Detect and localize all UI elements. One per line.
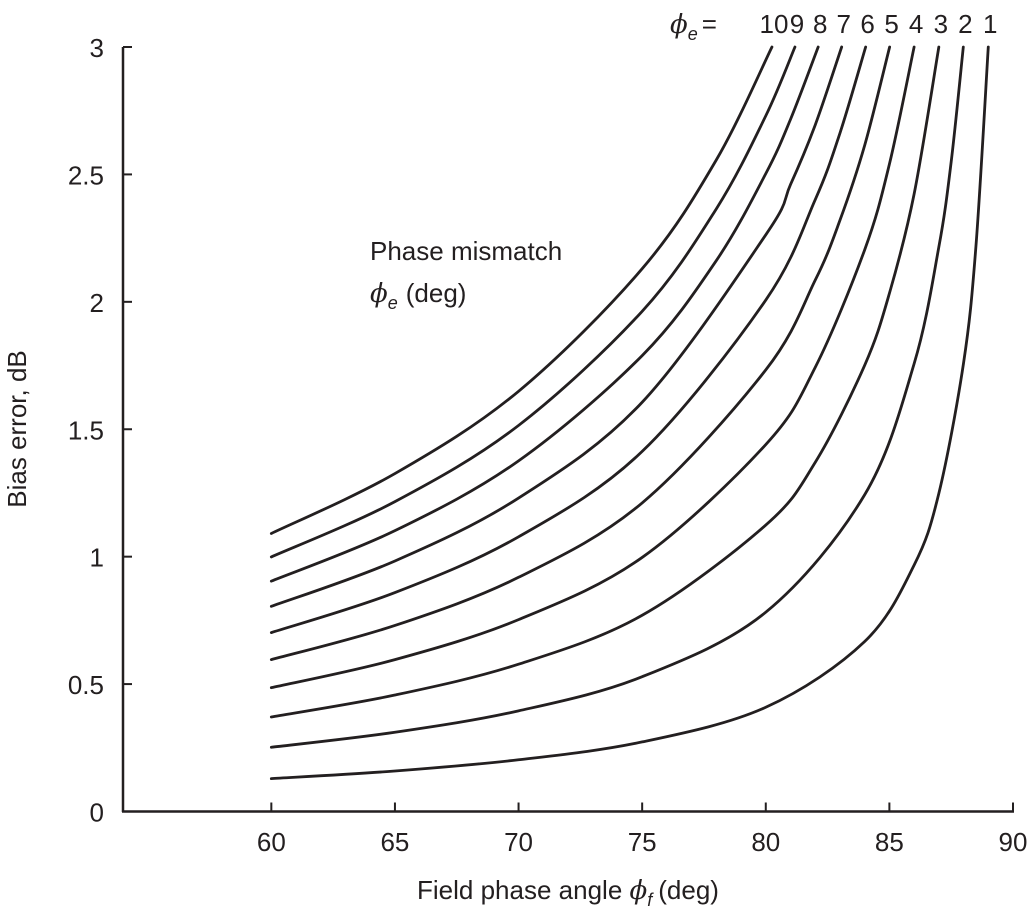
x-tick-label: 75	[628, 827, 657, 857]
series-label-5: 5	[884, 9, 898, 39]
series-label-8: 8	[813, 9, 827, 39]
x-tick-label: 90	[999, 827, 1028, 857]
series-label-3: 3	[934, 9, 948, 39]
ticks: 60 65 70 75 80 85 90 0 0.5 1 1.5 2 2.5 3	[68, 33, 1028, 857]
y-tick-label: 2	[90, 288, 104, 318]
series-label-7: 7	[836, 9, 850, 39]
x-tick-label: 80	[751, 827, 780, 857]
series-header: ϕe =	[670, 9, 717, 44]
curve-phi-e-1	[269, 45, 990, 781]
y-tick-label: 1	[90, 543, 104, 573]
series-label-2: 2	[958, 9, 972, 39]
x-tick-label: 60	[257, 827, 286, 857]
x-axis-label: Field phase angle ϕf (deg)	[417, 875, 719, 910]
curve-phi-e-7	[269, 45, 844, 608]
curve-phi-e-2	[269, 45, 965, 749]
curve-phi-e-4	[269, 45, 916, 690]
annotation-line2: ϕe (deg)	[370, 278, 466, 313]
curve-phi-e-8	[269, 45, 820, 583]
y-tick-label: 0.5	[68, 670, 104, 700]
x-tick-label: 65	[380, 827, 409, 857]
y-tick-label: 3	[90, 33, 104, 63]
series-label-1: 1	[983, 9, 997, 39]
axes	[121, 47, 1014, 813]
curve-phi-e-3	[269, 45, 941, 719]
labels: Bias error, dB Field phase angle ϕf (deg)…	[2, 9, 998, 910]
curve-phi-e-5	[269, 45, 892, 662]
y-tick-label: 0	[90, 798, 104, 828]
series-label-4: 4	[909, 9, 923, 39]
curves	[269, 45, 990, 781]
curve-phi-e-10	[269, 45, 774, 535]
y-tick-label: 1.5	[68, 415, 104, 445]
x-tick-label: 85	[875, 827, 904, 857]
y-axis-label: Bias error, dB	[2, 350, 32, 508]
annotation-line1: Phase mismatch	[370, 236, 562, 266]
series-label-9: 9	[790, 9, 804, 39]
curve-phi-e-9	[269, 45, 797, 559]
curve-phi-e-6	[269, 45, 868, 635]
y-tick-label: 2.5	[68, 160, 104, 190]
series-label-6: 6	[860, 9, 874, 39]
series-label-10: 10	[759, 9, 788, 39]
x-tick-label: 70	[504, 827, 533, 857]
